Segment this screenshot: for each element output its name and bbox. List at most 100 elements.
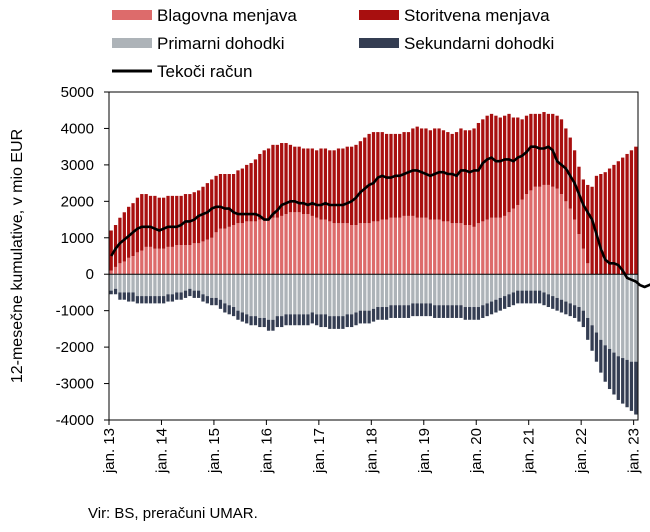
bar-storitvena-menjava bbox=[546, 113, 551, 185]
bar-sekundarni-dohodki bbox=[603, 345, 607, 382]
bar-blagovna-menjava bbox=[245, 221, 249, 275]
bar-storitvena-menjava bbox=[183, 194, 188, 246]
bar-sekundarni-dohodki bbox=[629, 361, 634, 411]
bar-primarni-dohodki bbox=[511, 274, 516, 293]
bar-primarni-dohodki bbox=[424, 274, 428, 304]
bar-sekundarni-dohodki bbox=[472, 307, 476, 320]
bar-blagovna-menjava bbox=[175, 245, 179, 275]
bar-sekundarni-dohodki bbox=[227, 305, 231, 315]
bar-sekundarni-dohodki bbox=[131, 292, 135, 302]
bar-primarni-dohodki bbox=[498, 274, 502, 298]
x-tick-label: jan. 20 bbox=[468, 428, 485, 474]
bar-blagovna-menjava bbox=[393, 217, 397, 275]
bar-primarni-dohodki bbox=[345, 274, 349, 315]
x-tick-label: jan. 19 bbox=[416, 428, 433, 474]
y-axis-title: 12-mesečne kumulative, v mio EUR bbox=[9, 129, 26, 383]
legend-label: Primarni dohodki bbox=[157, 34, 285, 53]
bar-sekundarni-dohodki bbox=[520, 290, 524, 304]
bar-sekundarni-dohodki bbox=[389, 305, 393, 318]
bar-sekundarni-dohodki bbox=[607, 348, 612, 390]
bar-storitvena-menjava bbox=[607, 168, 612, 275]
bar-primarni-dohodki bbox=[599, 274, 603, 340]
bar-primarni-dohodki bbox=[328, 274, 332, 317]
bar-primarni-dohodki bbox=[463, 274, 467, 308]
bar-primarni-dohodki bbox=[371, 274, 376, 309]
bar-sekundarni-dohodki bbox=[498, 297, 502, 311]
y-tick-label: -1000 bbox=[56, 303, 94, 320]
bar-primarni-dohodki bbox=[437, 274, 441, 306]
bar-primarni-dohodki bbox=[310, 274, 314, 313]
bar-blagovna-menjava bbox=[223, 228, 227, 275]
bar-blagovna-menjava bbox=[411, 215, 415, 275]
bar-blagovna-menjava bbox=[131, 256, 135, 275]
bar-storitvena-menjava bbox=[175, 195, 179, 246]
bar-blagovna-menjava bbox=[157, 248, 161, 275]
bar-storitvena-menjava bbox=[594, 175, 599, 275]
bar-storitvena-menjava bbox=[629, 150, 634, 275]
bar-sekundarni-dohodki bbox=[481, 305, 485, 318]
bar-blagovna-menjava bbox=[310, 215, 314, 275]
bar-primarni-dohodki bbox=[284, 274, 288, 315]
bar-storitvena-menjava bbox=[297, 146, 301, 213]
bar-primarni-dohodki bbox=[245, 274, 249, 315]
bar-sekundarni-dohodki bbox=[415, 303, 419, 317]
bar-storitvena-menjava bbox=[454, 132, 459, 224]
bar-blagovna-menjava bbox=[389, 217, 393, 275]
plot-frame bbox=[108, 91, 639, 421]
bar-primarni-dohodki bbox=[402, 274, 406, 306]
bar-primarni-dohodki bbox=[109, 274, 113, 291]
bar-sekundarni-dohodki bbox=[214, 297, 218, 306]
bar-storitvena-menjava bbox=[332, 150, 336, 224]
bar-primarni-dohodki bbox=[280, 274, 284, 317]
bar-blagovna-menjava bbox=[376, 221, 380, 275]
bar-blagovna-menjava bbox=[446, 221, 450, 275]
bar-storitvena-menjava bbox=[113, 225, 118, 267]
current-account-line bbox=[110, 145, 650, 289]
bar-storitvena-menjava bbox=[489, 113, 494, 218]
bar-blagovna-menjava bbox=[586, 263, 590, 275]
bar-storitvena-menjava bbox=[516, 117, 520, 205]
bar-primarni-dohodki bbox=[494, 274, 498, 300]
bar-blagovna-menjava bbox=[297, 212, 301, 275]
bar-blagovna-menjava bbox=[210, 237, 214, 275]
bar-primarni-dohodki bbox=[218, 274, 223, 300]
bar-storitvena-menjava bbox=[559, 119, 564, 195]
bar-sekundarni-dohodki bbox=[341, 316, 345, 329]
bar-primarni-dohodki bbox=[253, 274, 258, 317]
bar-blagovna-menjava bbox=[437, 219, 441, 275]
bar-sekundarni-dohodki bbox=[140, 296, 144, 304]
bar-sekundarni-dohodki bbox=[179, 292, 183, 300]
bar-primarni-dohodki bbox=[625, 274, 629, 360]
bar-primarni-dohodki bbox=[354, 274, 358, 313]
bar-sekundarni-dohodki bbox=[345, 314, 349, 328]
bar-sekundarni-dohodki bbox=[406, 305, 411, 318]
bar-primarni-dohodki bbox=[419, 274, 424, 304]
bar-blagovna-menjava bbox=[581, 248, 585, 275]
bar-primarni-dohodki bbox=[612, 274, 616, 353]
bar-primarni-dohodki bbox=[555, 274, 559, 298]
bar-storitvena-menjava bbox=[586, 184, 590, 264]
bar-primarni-dohodki bbox=[441, 274, 446, 306]
bar-sekundarni-dohodki bbox=[564, 301, 568, 315]
bar-primarni-dohodki bbox=[188, 274, 192, 289]
x-tick-label: jan. 21 bbox=[521, 428, 538, 474]
bar-storitvena-menjava bbox=[568, 137, 572, 209]
bar-primarni-dohodki bbox=[551, 274, 555, 297]
bar-primarni-dohodki bbox=[153, 274, 157, 297]
bar-blagovna-menjava bbox=[537, 186, 542, 275]
bar-blagovna-menjava bbox=[363, 223, 367, 275]
bar-primarni-dohodki bbox=[411, 274, 415, 304]
bar-primarni-dohodki bbox=[140, 274, 144, 297]
bar-blagovna-menjava bbox=[354, 225, 358, 275]
bar-sekundarni-dohodki bbox=[621, 358, 625, 404]
bar-blagovna-menjava bbox=[153, 248, 157, 275]
bar-sekundarni-dohodki bbox=[437, 305, 441, 318]
bar-primarni-dohodki bbox=[406, 274, 411, 306]
y-tick-label: -4000 bbox=[56, 412, 94, 429]
bar-primarni-dohodki bbox=[323, 274, 328, 315]
bar-storitvena-menjava bbox=[476, 122, 481, 224]
bar-sekundarni-dohodki bbox=[450, 305, 454, 318]
bar-primarni-dohodki bbox=[481, 274, 485, 306]
bar-blagovna-menjava bbox=[109, 270, 113, 275]
bar-blagovna-menjava bbox=[454, 223, 459, 275]
